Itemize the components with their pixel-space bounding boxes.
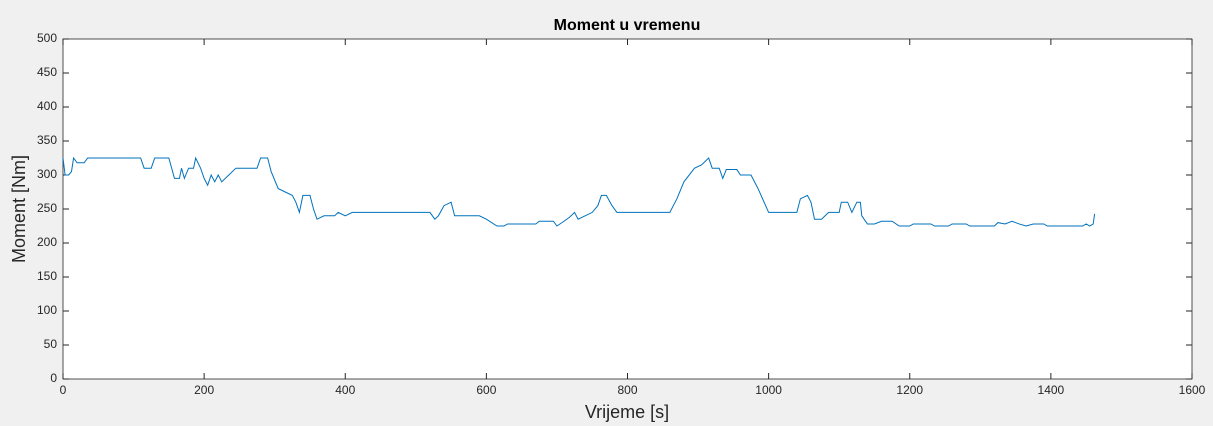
y-tick-label: 400 [37, 99, 57, 113]
x-tick-label: 1200 [896, 383, 923, 397]
y-tick-label: 300 [37, 167, 57, 181]
x-tick-label: 0 [60, 383, 67, 397]
x-tick-label: 600 [476, 383, 496, 397]
chart-title: Moment u vremenu [554, 17, 701, 34]
y-tick-label: 500 [37, 31, 57, 45]
x-tick-label: 200 [194, 383, 214, 397]
x-tick-label: 400 [335, 383, 355, 397]
y-tick-label: 0 [50, 371, 57, 385]
y-tick-label: 150 [37, 269, 57, 283]
x-axis-label: Vrijeme [s] [585, 402, 669, 422]
y-tick-label: 250 [37, 201, 57, 215]
y-tick-label: 450 [37, 65, 57, 79]
x-tick-label: 800 [617, 383, 637, 397]
data-line [62, 156, 1096, 227]
x-tick-label: 1400 [1038, 383, 1065, 397]
plot-area [62, 38, 1193, 380]
y-tick-label: 50 [44, 337, 58, 351]
y-axis-label: Moment [Nm] [9, 155, 29, 263]
y-tick-label: 200 [37, 235, 57, 249]
y-tick-label: 350 [37, 133, 57, 147]
y-tick-label: 100 [37, 303, 57, 317]
x-tick-label: 1000 [755, 383, 782, 397]
x-tick-label: 1600 [1179, 383, 1206, 397]
